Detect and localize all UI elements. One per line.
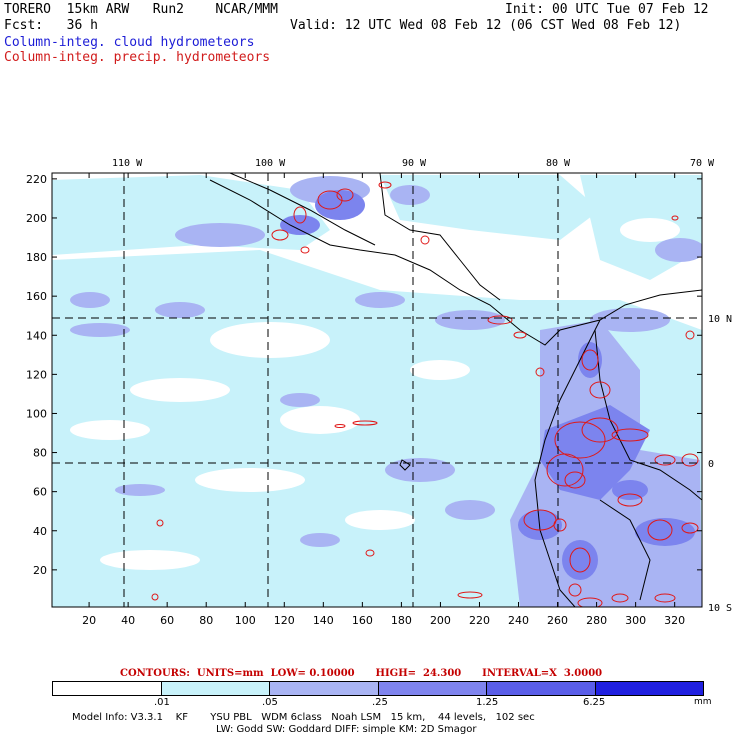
x-tick-label: 60 xyxy=(160,614,174,627)
y-tick-label: 40 xyxy=(33,525,47,538)
model-title: TORERO 15km ARW Run2 NCAR/MMM xyxy=(4,2,278,17)
y-tick-label: 180 xyxy=(26,251,47,264)
x-tick-label: 300 xyxy=(625,614,646,627)
legend-tick: .01 xyxy=(154,697,170,708)
map-frame xyxy=(51,172,703,608)
x-tick-label: 220 xyxy=(469,614,490,627)
y-tick-label: 80 xyxy=(33,447,47,460)
x-tick-label: 160 xyxy=(352,614,373,627)
lat-label: 10 N xyxy=(708,314,732,325)
y-tick-label: 160 xyxy=(26,290,47,303)
lon-label: 80 W xyxy=(546,158,571,169)
legend-tick: .05 xyxy=(262,697,278,708)
y-tick-label: 20 xyxy=(33,564,47,577)
x-tick-label: 20 xyxy=(82,614,96,627)
legend-tick: .25 xyxy=(372,697,388,708)
lon-label: 100 W xyxy=(255,158,286,169)
x-tick-label: 260 xyxy=(547,614,568,627)
legend-swatch xyxy=(160,682,269,695)
y-tick-label: 200 xyxy=(26,212,47,225)
y-tick-label: 220 xyxy=(26,173,47,186)
y-tick-label: 100 xyxy=(26,407,47,420)
lat-label: 0 xyxy=(708,459,714,470)
x-tick-label: 280 xyxy=(586,614,607,627)
x-tick-label: 80 xyxy=(199,614,213,627)
legend-swatch xyxy=(53,682,161,695)
legend-tick: 6.25 xyxy=(583,697,606,708)
lon-label: 90 W xyxy=(402,158,427,169)
forecast-hour: Fcst: 36 h xyxy=(4,18,98,33)
precip-contours xyxy=(151,181,699,607)
graticule xyxy=(52,173,702,607)
color-legend xyxy=(52,681,704,696)
y-tick-label: 120 xyxy=(26,368,47,381)
x-tick-label: 320 xyxy=(664,614,685,627)
x-tick-label: 240 xyxy=(508,614,529,627)
init-time: Init: 00 UTC Tue 07 Feb 12 xyxy=(505,2,709,17)
cloud-field-dark xyxy=(280,190,695,580)
contour-info: CONTOURS: UNITS=mm LOW= 0.10000 HIGH= 24… xyxy=(120,668,603,679)
y-tick-label: 140 xyxy=(26,329,47,342)
field-cloud-label: Column-integ. cloud hydrometeors xyxy=(4,35,255,50)
legend-swatch xyxy=(269,682,378,695)
lat-label: 10 S xyxy=(708,603,732,614)
x-tick-label: 140 xyxy=(313,614,334,627)
legend-tick: 1.25 xyxy=(476,697,499,708)
coastlines xyxy=(209,173,702,607)
model-info-line1: Model Info: V3.3.1 KF YSU PBL WDM 6class… xyxy=(72,712,535,723)
legend-swatch xyxy=(486,682,595,695)
model-info: Model Info: V3.3.1 KF YSU PBL WDM 6class… xyxy=(72,712,535,736)
x-tick-label: 40 xyxy=(121,614,135,627)
legend-swatch xyxy=(377,682,486,695)
lon-label: 70 W xyxy=(690,158,715,169)
x-tick-label: 120 xyxy=(274,614,295,627)
lon-label: 110 W xyxy=(112,158,143,169)
model-info-line2: LW: Godd SW: Goddard DIFF: simple KM: 2D… xyxy=(216,724,477,735)
legend-swatch xyxy=(594,682,703,695)
legend-units: mm xyxy=(694,697,712,707)
field-precip-label: Column-integ. precip. hydrometeors xyxy=(4,50,271,65)
x-tick-label: 100 xyxy=(235,614,256,627)
x-tick-label: 180 xyxy=(391,614,412,627)
valid-time: Valid: 12 UTC Wed 08 Feb 12 (06 CST Wed … xyxy=(290,18,682,33)
x-tick-label: 200 xyxy=(430,614,451,627)
y-tick-label: 60 xyxy=(33,486,47,499)
